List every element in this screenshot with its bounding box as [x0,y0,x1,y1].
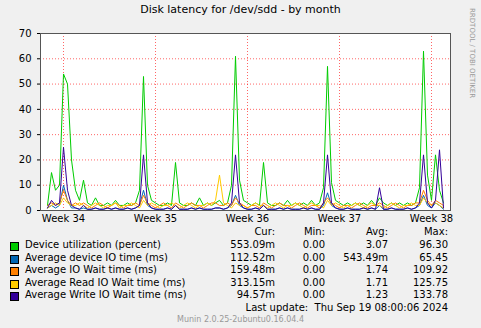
html-text:Munin 2.0.25-2ubuntu0.16.04.4: Munin 2.0.25-2ubuntu0.16.04.4 [177,315,304,324]
html-text:313.15m: 313.15m [230,276,275,288]
html-text:Max:: Max: [424,226,448,237]
html-text:125.75: 125.75 [413,276,448,288]
html-text:0.00: 0.00 [302,264,325,275]
svg-text:Week 34: Week 34 [42,213,85,224]
svg-text:Week 38: Week 38 [410,213,453,224]
svg-text:40: 40 [19,104,32,115]
html-text:Avg:: Avg: [366,226,388,237]
html-text:543.49m: 543.49m [343,251,388,263]
html-text:94.57m: 94.57m [236,289,275,300]
html-text:1.71: 1.71 [365,276,388,288]
html-text:Disk latency for /dev/sdd - by: Disk latency for /dev/sdd - by month [140,3,341,16]
html-text:Average Read IO Wait time (ms): Average Read IO Wait time (ms) [25,276,186,288]
html-text:133.78: 133.78 [413,289,448,300]
html-text:3.07: 3.07 [365,239,388,250]
html-text:96.30: 96.30 [419,239,448,250]
html-text:65.45: 65.45 [419,251,448,263]
html-text:0.00: 0.00 [302,276,325,288]
svg-text:50: 50 [19,78,32,89]
html-text:RRDTOOL / TOBI OETIKER: RRDTOOL / TOBI OETIKER [468,8,476,99]
html-text:Average device IO time (ms): Average device IO time (ms) [25,251,168,263]
html-text:0.00: 0.00 [302,289,325,300]
svg-text:70: 70 [19,28,32,39]
svg-text:0: 0 [25,205,31,216]
svg-text:Week 37: Week 37 [318,213,361,224]
html-text:112.52m: 112.52m [230,251,275,263]
html-text:Average IO Wait time (ms): Average IO Wait time (ms) [25,264,157,275]
html-text:109.92: 109.92 [413,264,448,275]
html-text:0.00: 0.00 [302,251,325,263]
html-text:159.48m: 159.48m [230,264,275,275]
svg-text:30: 30 [19,129,32,140]
html-text:Min:: Min: [303,226,325,237]
svg-text:Week 36: Week 36 [226,213,269,224]
html-text:0.00: 0.00 [302,239,325,250]
html-text:Average Write IO Wait time (ms: Average Write IO Wait time (ms) [25,289,187,300]
html-text:1.23: 1.23 [365,289,388,300]
svg-text:10: 10 [19,179,32,190]
svg-text:20: 20 [19,154,32,165]
svg-text:60: 60 [19,53,32,64]
html-text:553.09m: 553.09m [230,239,275,250]
html-text:Last update: Thu Sep 19 08:00:: Last update: Thu Sep 19 08:00:06 2024 [245,301,448,313]
html-text:Cur:: Cur: [254,226,275,237]
html-text:1.74: 1.74 [365,264,388,275]
svg-text:Week 35: Week 35 [134,213,177,224]
html-text:Device utilization (percent): Device utilization (percent) [25,239,161,250]
